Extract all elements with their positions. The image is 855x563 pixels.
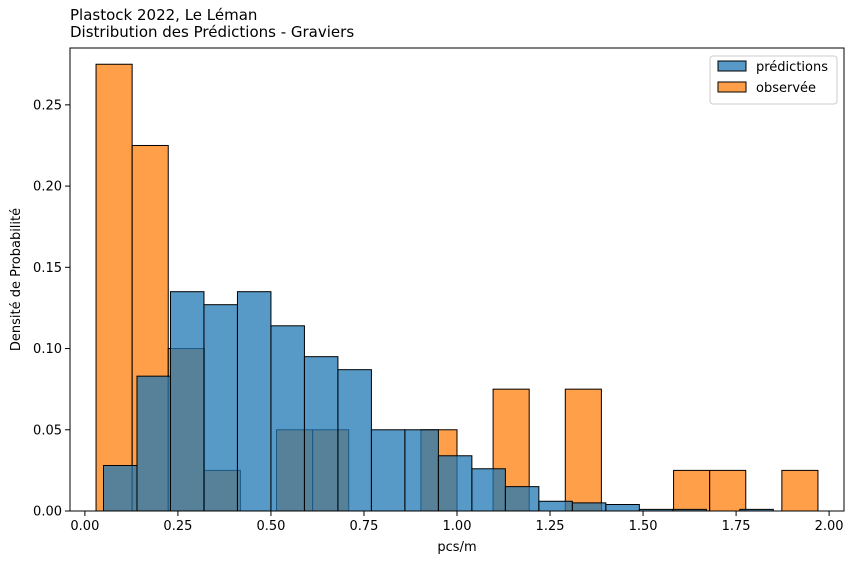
prediction-bar-5 <box>270 325 305 512</box>
observed-bar-13 <box>564 388 602 512</box>
y-tick-label: 0.05 <box>33 423 62 438</box>
observed-bar-16 <box>673 469 711 512</box>
x-tick-label: 2.00 <box>815 519 844 534</box>
chart-title: Plastock 2022, Le Léman <box>70 6 258 24</box>
y-tick-label: 0.25 <box>33 98 62 113</box>
prediction-bar-14 <box>571 502 607 512</box>
chart-subtitle: Distribution des Prédictions - Graviers <box>70 23 355 41</box>
y-tick-label: 0.15 <box>33 261 62 276</box>
prediction-bar-4 <box>236 291 272 512</box>
prediction-bar-13 <box>538 500 573 512</box>
legend: prédictions observée <box>709 55 838 105</box>
y-axis: 0.00 0.05 0.10 0.15 0.20 0.25 <box>33 98 70 520</box>
legend-swatch-predictions <box>717 60 747 72</box>
y-axis-label: Densité de Probabilité <box>9 208 24 351</box>
prediction-bar-10 <box>437 455 473 512</box>
x-tick-label: 1.25 <box>536 519 565 534</box>
x-tick-label: 0.75 <box>349 519 378 534</box>
prediction-bars <box>102 291 774 512</box>
x-tick-label: 0.50 <box>256 519 285 534</box>
prediction-bar-0 <box>102 465 138 512</box>
prediction-bar-1 <box>136 375 171 512</box>
prediction-bar-7 <box>337 369 372 512</box>
prediction-bar-8 <box>370 429 406 512</box>
prediction-bar-3 <box>203 304 238 512</box>
legend-label-observed: observée <box>756 81 816 96</box>
observed-bar-19 <box>781 469 819 512</box>
x-tick-label: 0.00 <box>70 519 99 534</box>
legend-swatch-observed <box>717 81 747 93</box>
observed-bar-17 <box>709 469 747 512</box>
prediction-bar-9 <box>404 429 439 512</box>
x-tick-label: 1.00 <box>443 519 472 534</box>
x-axis-label: pcs/m <box>437 540 476 555</box>
prediction-bar-15 <box>605 504 640 512</box>
x-tick-label: 0.25 <box>163 519 192 534</box>
legend-label-predictions: prédictions <box>756 60 828 75</box>
y-tick-label: 0.00 <box>33 505 62 520</box>
x-tick-label: 1.50 <box>629 519 658 534</box>
x-tick-label: 1.75 <box>722 519 751 534</box>
prediction-bar-6 <box>303 356 339 512</box>
x-axis: 0.00 0.25 0.50 0.75 1.00 1.25 1.50 1.75 2.00 <box>70 511 844 534</box>
prediction-bar-11 <box>471 468 506 512</box>
prediction-bar-12 <box>504 486 540 512</box>
y-tick-label: 0.20 <box>33 180 62 195</box>
y-tick-label: 0.10 <box>33 342 62 357</box>
prediction-bar-2 <box>169 291 205 512</box>
observed-bar-0 <box>95 63 133 512</box>
